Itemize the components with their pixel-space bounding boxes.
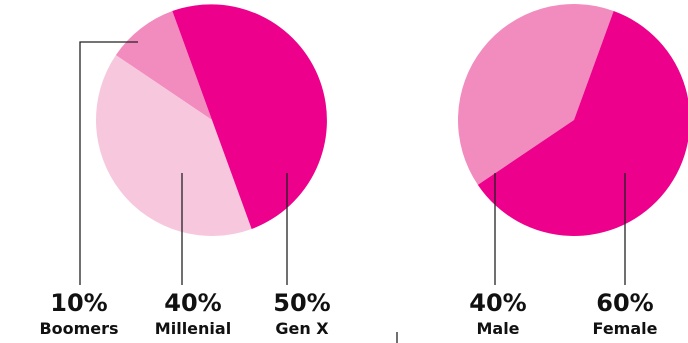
- male-name-label: Male: [476, 319, 519, 338]
- boomers-name-label: Boomers: [39, 319, 118, 338]
- boomers-percent-label: 10%: [50, 289, 107, 317]
- millenial-name-label: Millenial: [155, 319, 231, 338]
- male-percent-label: 40%: [469, 289, 526, 317]
- pie-slice-male: [457, 4, 614, 185]
- gen-x-name-label: Gen X: [275, 319, 329, 338]
- gender-pie-chart: 40% Male 60% Female: [457, 4, 688, 338]
- leader-line-boomers: [79, 41, 138, 285]
- female-name-label: Female: [593, 319, 658, 338]
- pie-slice-female: [477, 11, 688, 236]
- pie-slice-gen-x: [172, 4, 327, 230]
- pie-slice-millenial: [95, 55, 252, 236]
- female-percent-label: 60%: [596, 289, 653, 317]
- pie-slice-boomers: [115, 11, 212, 120]
- gen-x-percent-label: 50%: [273, 289, 330, 317]
- millenial-percent-label: 40%: [164, 289, 221, 317]
- generation-pie-chart: 10% Boomers 40% Millenial 50% Gen X: [39, 4, 331, 338]
